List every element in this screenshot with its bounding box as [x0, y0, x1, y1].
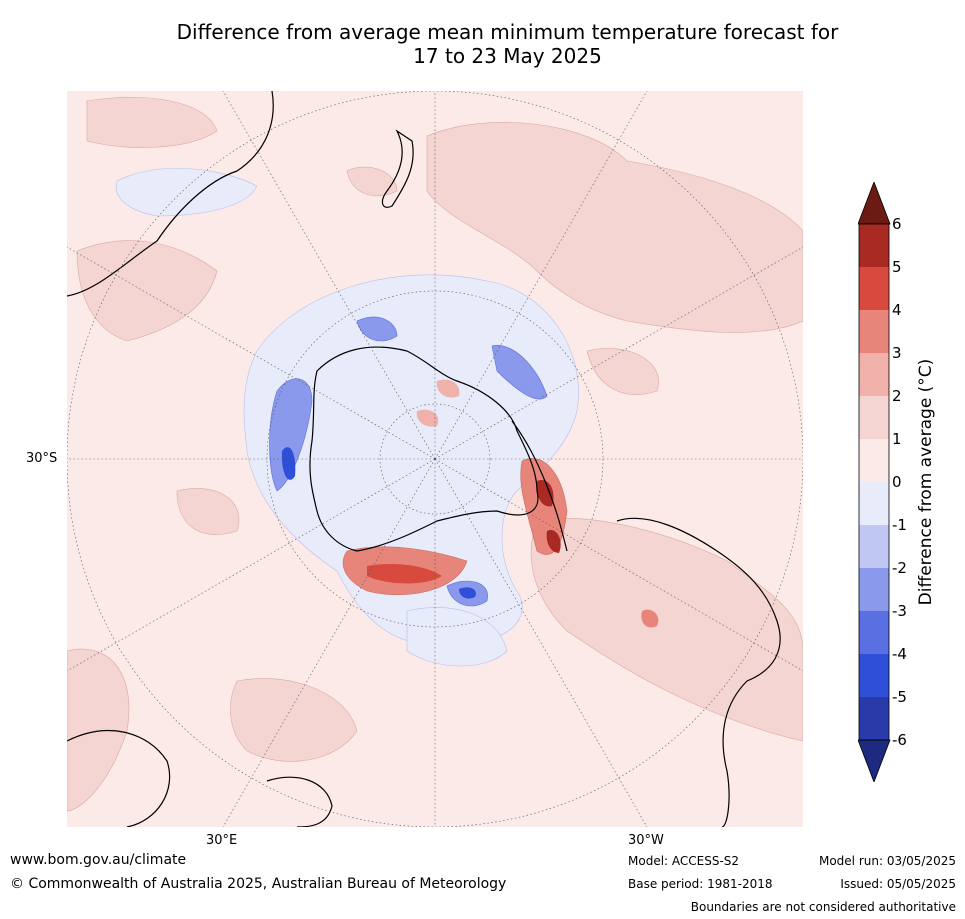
anomaly-area-north-east	[586, 348, 659, 395]
colorbar-tick: -2	[892, 559, 907, 577]
title-line-1: Difference from average mean minimum tem…	[176, 20, 839, 44]
anomaly-area-south-atlantic	[426, 122, 803, 333]
anomaly-area-south-west	[230, 678, 358, 762]
base-period: Base period: 1981-2018	[628, 877, 773, 891]
meridian-12	[222, 91, 436, 460]
anomaly-cool-north	[356, 316, 398, 342]
anomaly-area-north-coast	[86, 96, 218, 148]
website-link[interactable]: www.bom.gov.au/climate	[10, 852, 187, 868]
anomaly-area-west-pacific	[346, 166, 398, 197]
anomaly-cool-south-core	[459, 587, 476, 599]
coastline-south-america	[616, 517, 781, 827]
latitude-label: 30°S	[26, 451, 58, 466]
longitude-label-30e: 30°E	[206, 833, 238, 848]
colorbar-tick: -1	[892, 516, 907, 534]
meridian-6	[434, 246, 803, 460]
anomaly-warm-south-core	[367, 564, 442, 584]
warm-anomaly-areas	[67, 96, 803, 812]
coastline-australia	[67, 91, 274, 297]
anomaly-area-east-pacific	[530, 518, 803, 742]
anomaly-warm-peninsula-1	[436, 379, 460, 398]
colorbar-tick: -6	[892, 731, 907, 749]
colorbar-label: Difference from average (°C)	[916, 358, 936, 606]
copyright-text: © Commonwealth of Australia 2025, Austra…	[10, 876, 507, 892]
anomaly-cool-north-east	[491, 345, 548, 400]
colorbar-segment-2-3	[859, 353, 889, 396]
meridian-5	[434, 91, 648, 460]
colorbar-frame	[858, 223, 890, 741]
anomaly-warm-east-core-2	[546, 530, 561, 553]
meridian-11	[67, 246, 436, 460]
colorbar-tick: 5	[892, 258, 902, 276]
meridian-10	[67, 458, 436, 672]
cool-anomaly-ring	[115, 168, 579, 667]
boundary-disclaimer: Boundaries are not considered authoritat…	[690, 900, 956, 914]
meridian-9	[222, 458, 436, 827]
anomaly-warm-peninsula-2	[416, 409, 439, 427]
strong-warm-anomalies	[342, 379, 659, 628]
chart-title: Difference from average mean minimum tem…	[0, 20, 965, 68]
colorbar-scale	[857, 180, 891, 784]
temperature-anomaly-map	[67, 91, 803, 827]
colorbar-tick: -4	[892, 645, 907, 663]
colorbar-segment-neg2-neg1	[859, 525, 889, 568]
anomaly-cool-west-core	[281, 447, 296, 480]
anomaly-area-indian-ocean	[76, 240, 218, 342]
coastline-africa	[67, 730, 171, 827]
colorbar-tick: 6	[892, 215, 902, 233]
colorbar-segment-3-4	[859, 310, 889, 353]
anomaly-area-south-indian	[176, 488, 240, 535]
colorbar-extension-top	[857, 180, 891, 225]
coastlines	[67, 91, 781, 827]
issued-date: Issued: 05/05/2025	[840, 877, 956, 891]
map-canvas	[67, 91, 803, 827]
model-name: Model: ACCESS-S2	[628, 854, 740, 868]
colorbar-segment-5-6	[859, 224, 889, 267]
meridian-8	[434, 458, 648, 827]
colorbar-extension-bottom	[857, 739, 891, 784]
coastline-antarctica	[309, 346, 539, 552]
colorbar-tick: 2	[892, 387, 902, 405]
anomaly-area-south-east	[67, 648, 130, 812]
coastline-new-zealand	[381, 129, 414, 208]
colorbar-segment-4-5	[859, 267, 889, 310]
meridian-7	[434, 458, 803, 672]
colorbar-segment-0-1	[859, 439, 889, 482]
anomaly-ring-antarctica	[243, 274, 579, 644]
graticule	[67, 91, 803, 827]
longitude-label-30w: 30°W	[628, 833, 664, 848]
anomaly-warm-east-core-1	[536, 480, 554, 507]
colorbar-tick: -3	[892, 602, 907, 620]
colorbar-tick: -5	[892, 688, 907, 706]
colorbar	[857, 180, 958, 784]
colorbar-tick: 1	[892, 430, 902, 448]
strongest-cool-anomalies	[281, 447, 476, 599]
latitude-circle-inner	[379, 403, 491, 515]
colorbar-segment-neg3-neg2	[859, 568, 889, 611]
anomaly-area-south-centre	[406, 607, 508, 667]
colorbar-segment-neg6-neg5	[859, 697, 889, 740]
coastline-madagascar	[266, 776, 333, 827]
colorbar-segment-neg5-neg4	[859, 654, 889, 697]
colorbar-tick: 4	[892, 301, 902, 319]
colorbar-segment-neg4-neg3	[859, 611, 889, 654]
model-run-date: Model run: 03/05/2025	[818, 854, 956, 868]
colorbar-tick: 3	[892, 344, 902, 362]
anomaly-warm-south-pacific	[641, 609, 659, 628]
colorbar-tick: 0	[892, 473, 902, 491]
anomaly-area-west-coast	[115, 168, 258, 217]
title-line-2: 17 to 23 May 2025	[413, 44, 602, 68]
colorbar-segment-neg1-0	[859, 482, 889, 525]
colorbar-segment-1-2	[859, 396, 889, 439]
coastline-antarctic-peninsula	[511, 420, 568, 552]
